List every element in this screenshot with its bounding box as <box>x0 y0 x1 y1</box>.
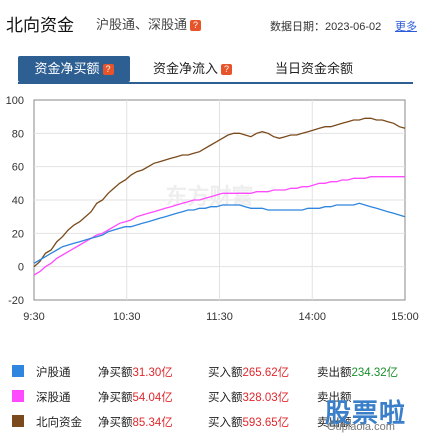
help-icon[interactable]: ? <box>190 20 202 31</box>
tab-net-inflow-label: 资金净流入 <box>153 61 219 76</box>
sell-amount-value: 234.32亿 <box>351 367 399 379</box>
sell-amount-label: 卖出额 <box>317 392 352 404</box>
sell-amount: 卖出额 <box>317 414 352 430</box>
buy-amount-value: 593.65亿 <box>242 417 290 429</box>
sell-amount: 卖出额234.32亿 <box>317 364 398 380</box>
more-link[interactable]: 更多 <box>395 21 417 33</box>
header: 北向资金 沪股通、深股通? 数据日期：2023-06-02 更多 <box>0 0 433 44</box>
sell-amount: 卖出额 <box>317 389 352 405</box>
legend-swatch <box>12 415 24 427</box>
net-buy: 净买额85.34亿 <box>98 414 173 430</box>
x-tick-label: 11:30 <box>206 311 233 323</box>
y-tick-label: 0 <box>18 262 24 274</box>
x-tick-label: 14:00 <box>298 311 326 323</box>
page-title: 北向资金 <box>6 16 74 35</box>
tab-net-buy-label: 资金净买额 <box>34 61 100 76</box>
buy-amount: 买入额328.03亿 <box>208 389 289 405</box>
legend-swatch <box>12 390 24 402</box>
series-line-沪股通 <box>33 202 406 264</box>
net-buy-label: 净买额 <box>98 392 133 404</box>
net-buy-value: 54.04亿 <box>132 392 173 404</box>
x-tick-label: 9:30 <box>23 311 44 323</box>
buy-amount: 买入额593.65亿 <box>208 414 289 430</box>
y-tick-label: 40 <box>12 195 24 207</box>
net-buy: 净买额54.04亿 <box>98 389 173 405</box>
subtitle: 沪股通、深股通? <box>96 14 202 33</box>
y-tick-label: 100 <box>6 95 24 107</box>
legend-row-sgt: 深股通 净买额54.04亿 买入额328.03亿 卖出额 <box>0 386 433 408</box>
legend-swatch <box>12 365 24 377</box>
tab-daily-balance[interactable]: 当日资金余额 <box>275 56 353 82</box>
buy-amount-value: 328.03亿 <box>242 392 290 404</box>
data-date: 数据日期：2023-06-02 <box>270 21 382 33</box>
net-buy-label: 净买额 <box>98 417 133 429</box>
help-icon[interactable]: ? <box>221 64 233 75</box>
buy-amount-label: 买入额 <box>208 417 243 429</box>
y-tick-label: 20 <box>12 228 24 240</box>
tab-bar: 资金净买额? 资金净流入? 当日资金余额 <box>0 56 433 86</box>
site-watermark: 股票啦 Gupiaola.com <box>325 393 425 433</box>
tab-underline <box>18 82 413 84</box>
buy-amount-label: 买入额 <box>208 392 243 404</box>
buy-amount-value: 265.62亿 <box>242 367 290 379</box>
watermark-logo-text: 股票啦 <box>325 398 407 428</box>
legend-name: 沪股通 <box>36 367 71 379</box>
legend-name: 深股通 <box>36 392 71 404</box>
series-line-北向资金 <box>33 117 406 268</box>
help-icon[interactable]: ? <box>102 64 114 75</box>
net-buy-label: 净买额 <box>98 367 133 379</box>
x-tick-label: 15:00 <box>391 311 419 323</box>
buy-amount: 买入额265.62亿 <box>208 364 289 380</box>
legend-name: 北向资金 <box>36 417 82 429</box>
x-tick-label: 10:30 <box>113 311 141 323</box>
net-buy-value: 85.34亿 <box>132 417 173 429</box>
net-buy-value: 31.30亿 <box>132 367 173 379</box>
legend-table: 沪股通 净买额31.30亿 买入额265.62亿 卖出额234.32亿 深股通 … <box>0 355 433 441</box>
tab-net-inflow[interactable]: 资金净流入? <box>153 56 233 82</box>
sell-amount-label: 卖出额 <box>317 417 352 429</box>
series-line-深股通 <box>33 176 405 276</box>
legend-row-northbound: 北向资金 净买额85.34亿 买入额593.65亿 卖出额 <box>0 411 433 433</box>
y-tick-label: -20 <box>8 295 24 307</box>
tab-daily-balance-label: 当日资金余额 <box>275 61 354 76</box>
legend-row-hgt: 沪股通 净买额31.30亿 买入额265.62亿 卖出额234.32亿 <box>0 361 433 383</box>
sell-amount-label: 卖出额 <box>317 367 352 379</box>
y-tick-label: 60 <box>12 162 24 174</box>
buy-amount-label: 买入额 <box>208 367 243 379</box>
tab-net-buy[interactable]: 资金净买额? <box>18 56 130 82</box>
subtitle-text: 沪股通、深股通 <box>96 17 188 32</box>
net-buy: 净买额31.30亿 <box>98 364 173 380</box>
watermark-url: Gupiaola.com <box>327 421 395 433</box>
y-tick-label: 80 <box>12 128 24 140</box>
